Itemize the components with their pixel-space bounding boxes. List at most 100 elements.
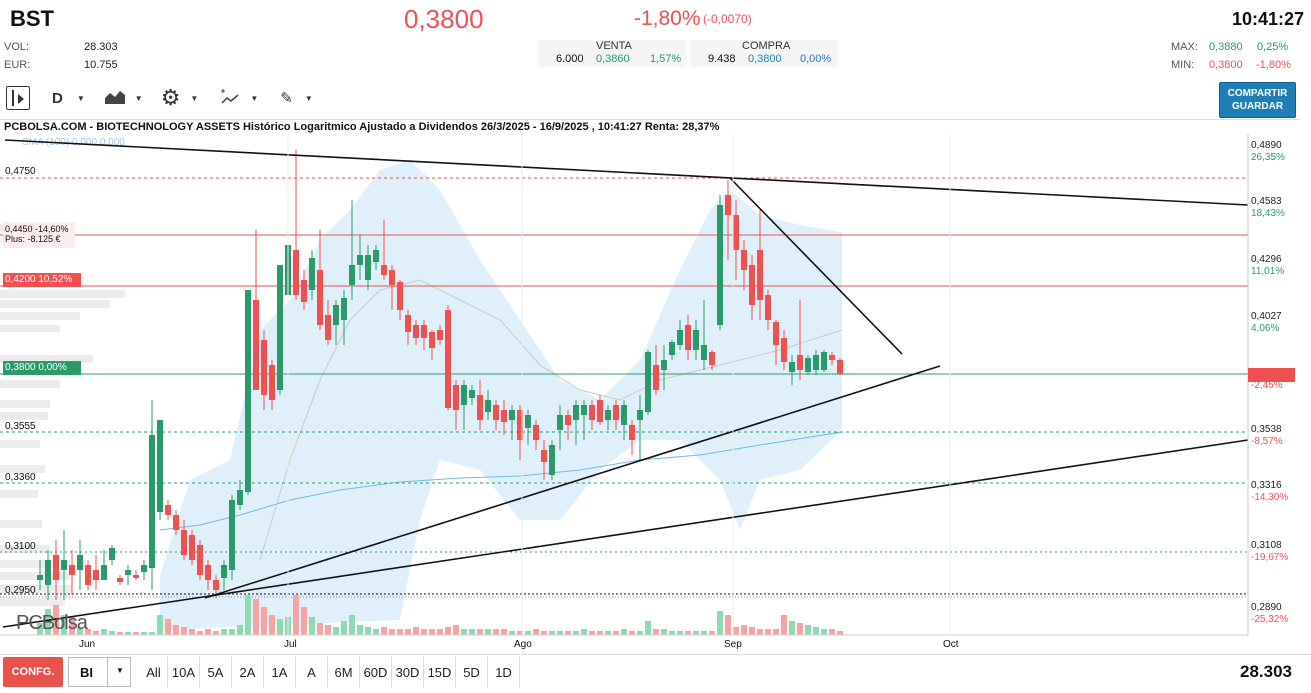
period-button-a[interactable]: A <box>296 657 328 687</box>
candle-body <box>69 565 75 575</box>
price-chart[interactable] <box>0 134 1311 636</box>
period-button-10a[interactable]: 10A <box>168 657 200 687</box>
candle-body <box>709 352 715 365</box>
chevron-down-icon[interactable]: ▼ <box>190 93 199 103</box>
chevron-down-icon[interactable]: ▼ <box>134 93 143 103</box>
volume-bar <box>661 629 667 635</box>
period-button-5a[interactable]: 5A <box>200 657 232 687</box>
candle-body <box>813 355 819 370</box>
period-button-15d[interactable]: 15D <box>424 657 456 687</box>
period-button-5d[interactable]: 5D <box>456 657 488 687</box>
candle-body <box>437 330 443 340</box>
candle-body <box>501 410 507 422</box>
chevron-down-icon[interactable]: ▼ <box>304 93 313 103</box>
candle-body <box>77 555 83 570</box>
volume-bar <box>749 627 755 635</box>
buy-quote-box: COMPRA 9.438 0,3800 0,00% <box>690 40 838 67</box>
sma-legend: SMA (100) 0,000 0,000 <box>22 137 125 148</box>
max-label: MAX: <box>1171 41 1198 53</box>
divider <box>0 119 1300 120</box>
volume-bar <box>101 629 107 635</box>
period-selector[interactable]: D <box>52 89 63 107</box>
bollinger-band <box>160 160 842 630</box>
trend-lines[interactable] <box>2 139 1249 628</box>
volume-bar <box>413 627 419 635</box>
volume-bar <box>165 619 171 635</box>
period-button-all[interactable]: All <box>140 657 168 687</box>
gear-icon[interactable]: ⚙ <box>160 85 181 110</box>
candle-body <box>509 410 515 420</box>
area-chart-icon[interactable] <box>104 90 125 107</box>
candle-body <box>717 205 723 325</box>
volume-bar <box>173 625 179 635</box>
chart-type-value: BI <box>80 664 93 680</box>
volume-bar <box>573 631 579 635</box>
level-tag[interactable]: 0,4450 -14,60% Plus: -8.125 € <box>3 222 75 248</box>
period-button-2a[interactable]: 2A <box>232 657 264 687</box>
chart-type-select[interactable]: BI ▼ <box>68 657 131 687</box>
ticker-symbol: BST <box>10 6 54 31</box>
candle-body <box>781 338 787 362</box>
x-label: Jul <box>284 639 297 650</box>
candle-body <box>341 298 347 320</box>
volume-bar <box>213 631 219 635</box>
config-button[interactable]: CONFG. <box>3 657 63 687</box>
period-button-1d[interactable]: 1D <box>488 657 520 687</box>
volume-bar <box>253 599 259 635</box>
pencil-icon[interactable]: ✎ <box>280 90 293 107</box>
volume-bar <box>685 631 691 635</box>
x-label: Oct <box>943 639 959 650</box>
volume-bar <box>397 629 403 635</box>
level-tag[interactable]: 0,3800 0,00% <box>3 361 81 375</box>
x-grid <box>287 134 951 635</box>
sell-label: VENTA <box>596 40 632 52</box>
indicators-icon[interactable] <box>220 88 240 108</box>
level-tag[interactable]: 0,4200 10,52% <box>3 273 81 287</box>
volume-bar <box>421 629 427 635</box>
candle-body <box>45 560 51 585</box>
volume-bar <box>557 631 563 635</box>
candle-body <box>173 515 179 530</box>
level-label: 0,2950 <box>5 585 36 596</box>
chevron-down-icon: ▼ <box>116 666 124 675</box>
candle-body <box>261 340 267 395</box>
tag-plus: Plus: -8.125 € <box>5 234 61 244</box>
chevron-down-icon[interactable]: ▼ <box>250 93 259 103</box>
candle-body <box>213 580 219 590</box>
candle-body <box>685 325 691 350</box>
candle-body <box>181 530 187 555</box>
eur-label: EUR: <box>4 59 31 71</box>
volume-bar <box>293 595 299 635</box>
candle-body <box>461 385 467 405</box>
chevron-down-icon[interactable]: ▼ <box>76 93 85 103</box>
volume-bar <box>69 617 75 635</box>
volume-bar <box>501 629 507 635</box>
volume-bar <box>829 629 835 635</box>
level-label: 0,4750 <box>5 166 36 177</box>
candle-body <box>293 250 299 295</box>
candle-body <box>477 395 483 420</box>
period-button-30d[interactable]: 30D <box>392 657 424 687</box>
volume-bar <box>405 629 411 635</box>
share-save-button[interactable]: COMPARTIR GUARDAR <box>1219 82 1296 118</box>
candle-body <box>165 505 171 515</box>
volume-bar <box>493 629 499 635</box>
candle-body <box>525 415 531 428</box>
volume-bar <box>725 615 731 635</box>
volume-bar <box>653 629 659 635</box>
panel-toggle-icon[interactable] <box>6 86 30 110</box>
axis-price: 0,4890 <box>1251 140 1282 151</box>
candle-body <box>325 315 331 340</box>
period-button-1a[interactable]: 1A <box>264 657 296 687</box>
period-button-60d[interactable]: 60D <box>360 657 392 687</box>
volume-bar <box>837 631 843 635</box>
volume-bar <box>781 615 787 635</box>
candle-body <box>381 265 387 275</box>
period-button-6m[interactable]: 6M <box>328 657 360 687</box>
volume-bars <box>37 595 843 635</box>
chart-title: PCBOLSA.COM - BIOTECHNOLOGY ASSETS Histó… <box>4 121 720 133</box>
axis-percent: 11,01% <box>1251 266 1285 277</box>
candle-body <box>277 265 283 390</box>
candle-body <box>245 290 251 492</box>
change-percent: -1,80% <box>634 7 701 30</box>
